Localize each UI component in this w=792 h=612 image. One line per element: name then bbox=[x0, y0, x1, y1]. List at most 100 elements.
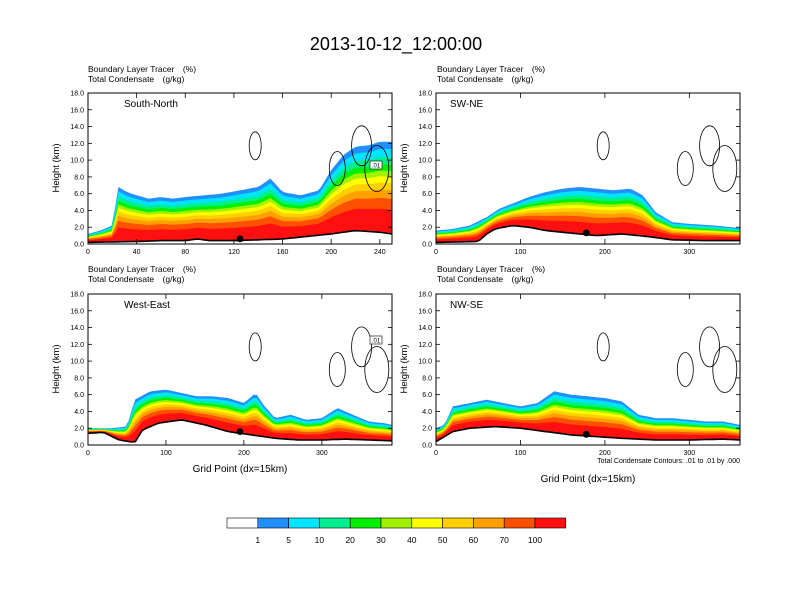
y-tick-label: 10.0 bbox=[70, 158, 84, 165]
x-tick-label: 100 bbox=[160, 450, 172, 457]
y-tick-label: 16.0 bbox=[70, 308, 84, 315]
y-tick-label: 14.0 bbox=[70, 124, 84, 131]
y-tick-label: 12.0 bbox=[70, 141, 84, 148]
terrain-fill bbox=[88, 420, 392, 445]
condensate-contour bbox=[248, 332, 262, 362]
y-tick-label: 18.0 bbox=[418, 91, 432, 98]
plot-frame bbox=[435, 92, 741, 245]
plot-frame bbox=[87, 92, 393, 245]
panel-header-line1: Boundary Layer Tracer (%) bbox=[88, 264, 196, 274]
y-tick-label: 6.0 bbox=[422, 392, 432, 399]
panel-sw-ne: Boundary Layer Tracer (%) Total Condensa… bbox=[399, 64, 741, 256]
x-axis-label: Grid Point (dx=15km) bbox=[541, 474, 636, 485]
y-tick-label: 16.0 bbox=[418, 308, 432, 315]
condensate-contour bbox=[248, 131, 262, 161]
condensate-contour bbox=[676, 352, 694, 387]
y-tick-label: 12.0 bbox=[418, 141, 432, 148]
y-tick-label: 18.0 bbox=[70, 91, 84, 98]
y-tick-label: 2.0 bbox=[74, 225, 84, 232]
panel-header-line1: Boundary Layer Tracer (%) bbox=[437, 64, 545, 74]
condensate-contour bbox=[328, 151, 346, 186]
y-tick-label: 18.0 bbox=[418, 292, 432, 299]
figure-title: 2013-10-12_12:00:00 bbox=[310, 34, 482, 55]
colorbar-label: 30 bbox=[376, 535, 386, 545]
panel-header-line2: Total Condensate (g/kg) bbox=[437, 74, 533, 84]
colorbar-label: 10 bbox=[315, 535, 325, 545]
x-tick-label: 40 bbox=[133, 249, 141, 256]
y-tick-label: 6.0 bbox=[422, 191, 432, 198]
y-tick-label: 4.0 bbox=[74, 208, 84, 215]
condensate-contour bbox=[364, 346, 390, 393]
contour-note: Total Condensate Contours: .01 to .01 by… bbox=[597, 458, 740, 465]
colorbar-label: 50 bbox=[438, 535, 448, 545]
contour-tag: .01 bbox=[372, 164, 381, 170]
panel-nw-se: Boundary Layer Tracer (%) Total Condensa… bbox=[399, 264, 741, 485]
panel-south-north: Boundary Layer Tracer (%) Total Condensa… bbox=[51, 64, 393, 256]
condensate-contour bbox=[712, 145, 738, 192]
condensate-contour bbox=[351, 125, 373, 167]
colorbar-swatch bbox=[380, 517, 413, 529]
x-tick-label: 160 bbox=[277, 249, 289, 256]
y-tick-label: 6.0 bbox=[74, 191, 84, 198]
y-tick-label: 4.0 bbox=[422, 409, 432, 416]
x-tick-label: 100 bbox=[515, 450, 527, 457]
y-tick-label: 0.0 bbox=[74, 443, 84, 450]
condensate-contour bbox=[699, 326, 720, 368]
location-marker bbox=[236, 235, 244, 243]
colorbar-label: 70 bbox=[499, 535, 509, 545]
y-axis-label: Height (km) bbox=[399, 143, 410, 192]
y-tick-label: 0.0 bbox=[422, 443, 432, 450]
y-tick-label: 8.0 bbox=[422, 174, 432, 181]
y-tick-label: 6.0 bbox=[74, 392, 84, 399]
condensate-contour bbox=[596, 332, 610, 362]
x-tick-label: 200 bbox=[238, 450, 250, 457]
x-tick-label: 300 bbox=[683, 249, 695, 256]
colorbar-swatch bbox=[288, 517, 320, 529]
colorbar-swatch bbox=[473, 517, 505, 529]
panel-name: South-North bbox=[124, 99, 178, 110]
condensate-contour bbox=[364, 145, 390, 192]
y-tick-label: 10.0 bbox=[418, 158, 432, 165]
colorbar-label: 40 bbox=[407, 535, 417, 545]
colorbar-swatch bbox=[257, 517, 289, 529]
colorbar-label: 1 bbox=[255, 535, 260, 545]
y-axis-label: Height (km) bbox=[51, 344, 62, 393]
y-tick-label: 10.0 bbox=[418, 359, 432, 366]
colorbar-swatch bbox=[226, 517, 259, 529]
x-tick-label: 0 bbox=[86, 249, 90, 256]
condensate-contour bbox=[328, 352, 346, 387]
y-axis-label: Height (km) bbox=[399, 344, 410, 393]
colorbar-swatch bbox=[319, 517, 351, 529]
colorbar-label: 20 bbox=[345, 535, 355, 545]
x-tick-label: 100 bbox=[515, 249, 527, 256]
x-tick-label: 300 bbox=[683, 450, 695, 457]
panel-header-line2: Total Condensate (g/kg) bbox=[437, 274, 533, 284]
location-marker bbox=[236, 428, 244, 435]
x-axis-label: Grid Point (dx=15km) bbox=[193, 464, 288, 475]
y-tick-label: 18.0 bbox=[70, 292, 84, 299]
plot-frame bbox=[435, 293, 741, 446]
colorbar-swatch bbox=[411, 517, 443, 529]
y-tick-label: 10.0 bbox=[70, 359, 84, 366]
y-tick-label: 2.0 bbox=[422, 426, 432, 433]
x-tick-label: 300 bbox=[316, 450, 328, 457]
x-tick-label: 200 bbox=[599, 249, 611, 256]
panel-name: NW-SE bbox=[450, 300, 483, 311]
y-tick-label: 8.0 bbox=[422, 375, 432, 382]
condensate-contour bbox=[676, 151, 694, 186]
plot-frame bbox=[87, 293, 393, 446]
panel-header-line2: Total Condensate (g/kg) bbox=[88, 274, 184, 284]
location-marker bbox=[582, 430, 590, 438]
colorbar-label: 5 bbox=[286, 535, 291, 545]
x-tick-label: 200 bbox=[599, 450, 611, 457]
y-tick-label: 12.0 bbox=[70, 342, 84, 349]
y-tick-label: 0.0 bbox=[74, 242, 84, 249]
condensate-contour bbox=[596, 131, 610, 161]
x-tick-label: 0 bbox=[434, 249, 438, 256]
location-marker bbox=[582, 229, 590, 237]
colorbar-label: 100 bbox=[528, 535, 542, 545]
x-tick-label: 0 bbox=[434, 450, 438, 457]
y-tick-label: 4.0 bbox=[74, 409, 84, 416]
colorbar-swatch bbox=[442, 517, 474, 529]
